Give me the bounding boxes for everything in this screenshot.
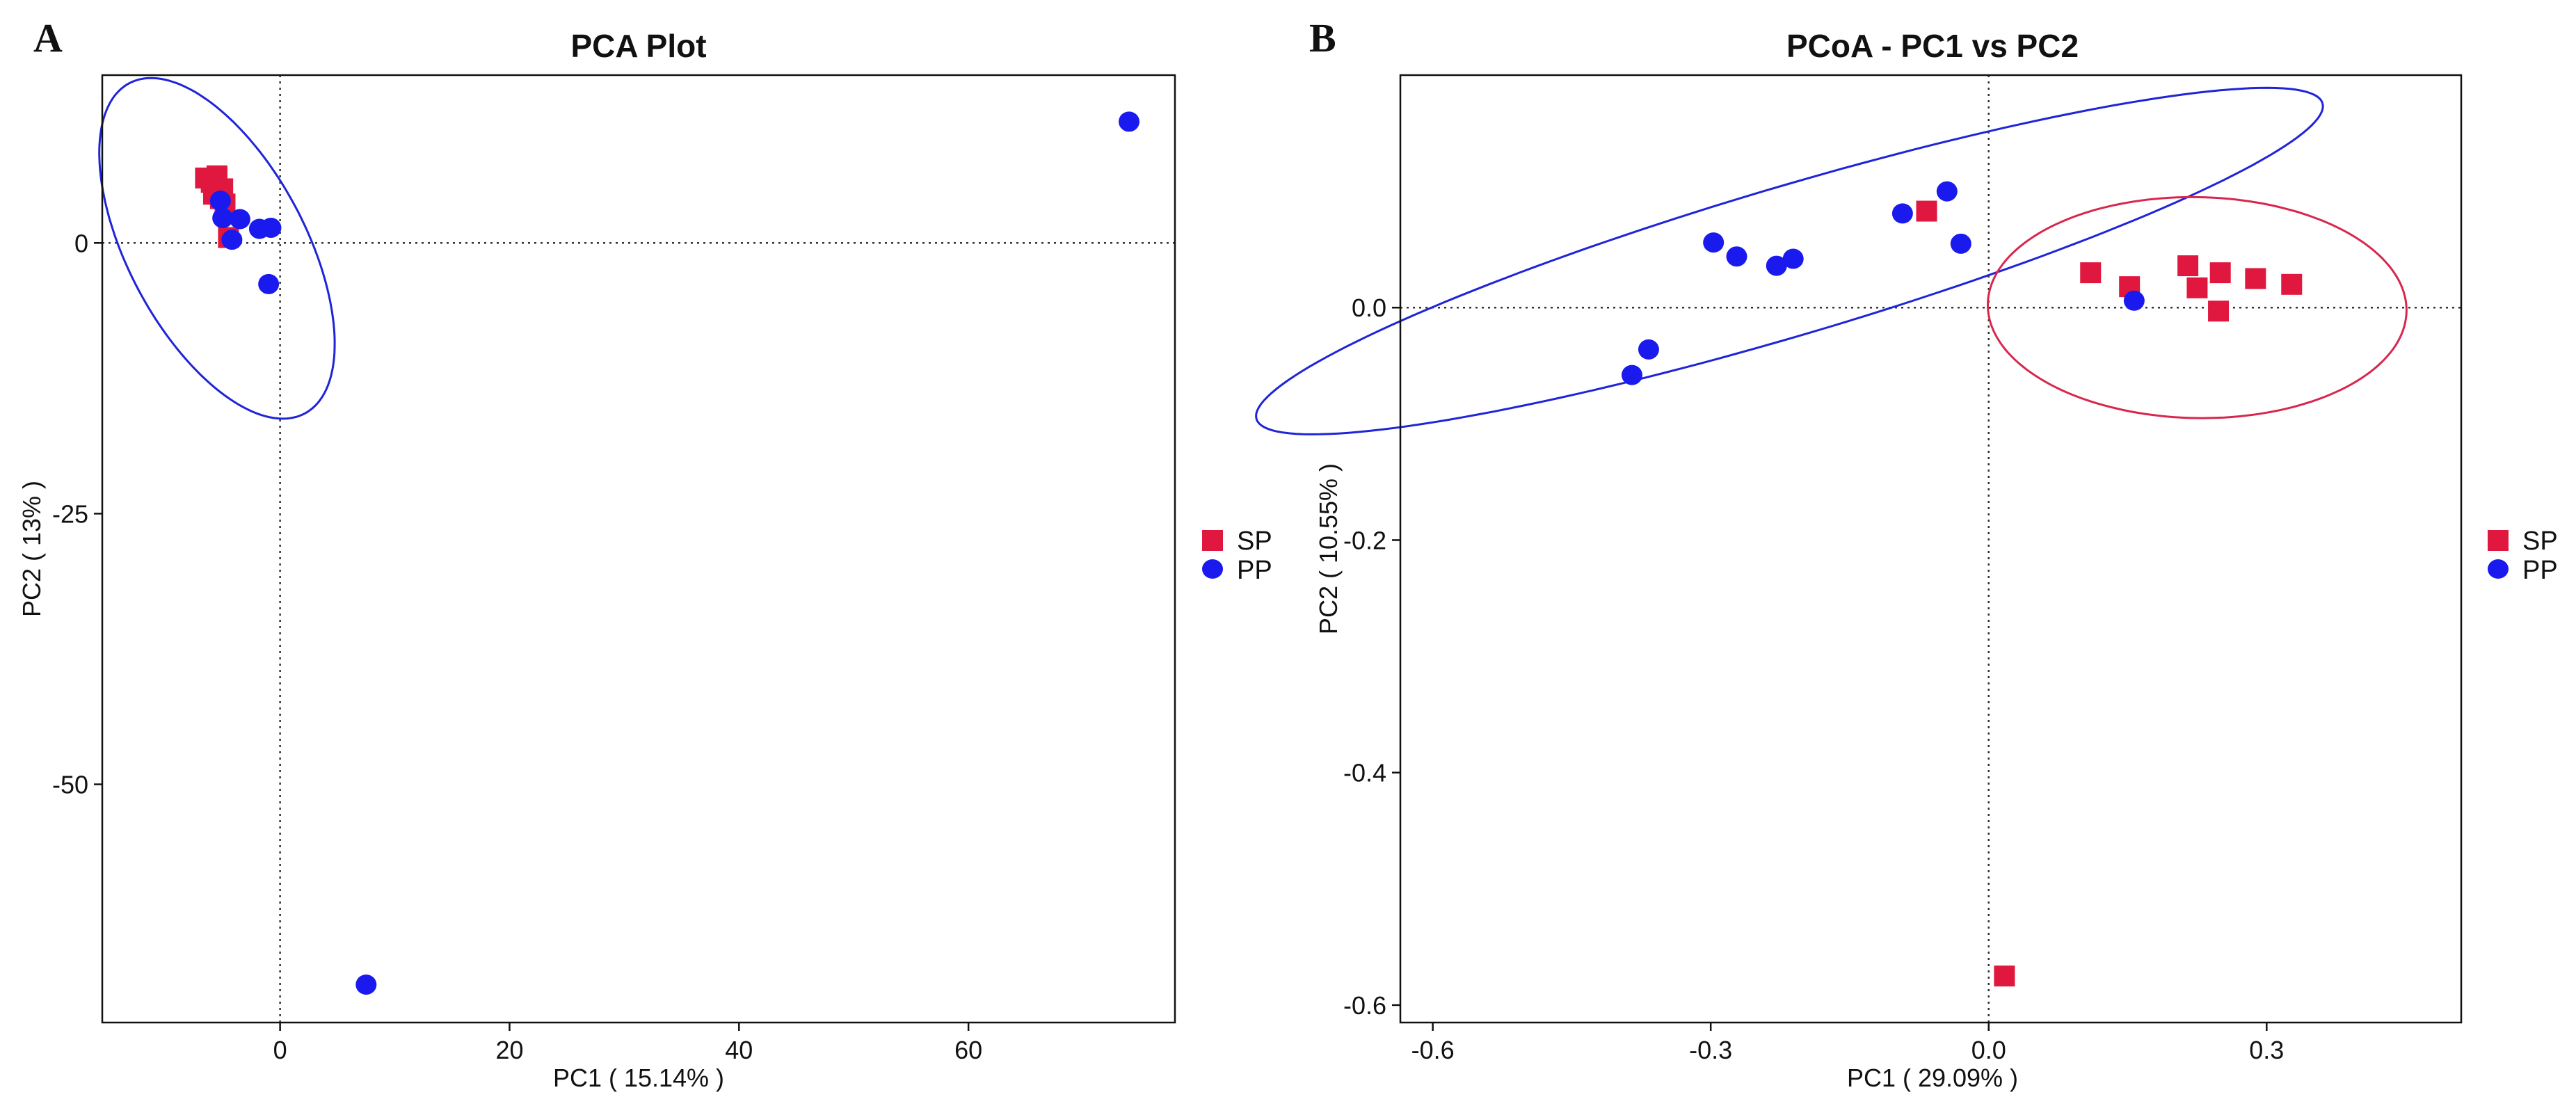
- panel-a-reference-lines: [102, 75, 1175, 1023]
- panel-a-point-pp: [209, 191, 231, 211]
- panel-a-legend: SP PP: [1202, 527, 1272, 585]
- panel-a-plot-frame: [101, 74, 1176, 1024]
- panel-a-ellipse-pp: [98, 77, 336, 420]
- panel-b-x-tick-label: -0.6: [1411, 1036, 1455, 1064]
- panel-b-legend-pp-key: [2488, 559, 2509, 579]
- panel-a-point-pp: [260, 217, 282, 238]
- panel-b-letter: B: [1309, 15, 1336, 61]
- panel-b-point-pp: [1950, 233, 1971, 254]
- panel-b-x-tick-label: 0.3: [2249, 1036, 2284, 1064]
- panel-a-x-tick-label: 60: [954, 1036, 982, 1064]
- panel-b-point-sp: [2208, 300, 2230, 322]
- panel-a-point-pp: [355, 975, 377, 995]
- panel-b-point-sp: [2209, 262, 2231, 284]
- panel-b-point-pp: [1936, 181, 1958, 202]
- panel-a-x-tick-label: 20: [495, 1036, 523, 1064]
- panel-b-legend: SP PP: [2488, 527, 2558, 585]
- panel-a-legend-pp-label: PP: [1237, 556, 1272, 585]
- panel-b-y-ticks: 0.0 -0.2 -0.4 -0.6: [1343, 294, 1400, 1020]
- panel-b-x-tick-label: -0.3: [1689, 1036, 1732, 1064]
- panel-b-points: [1621, 181, 2303, 987]
- panel-b-y-tick-label: -0.2: [1343, 526, 1386, 554]
- panel-a-legend-sp-key: [1202, 530, 1223, 551]
- panel-b-point-sp: [2080, 262, 2102, 284]
- panel-b-x-ticks: -0.6 -0.3 0.0 0.3: [1411, 1023, 2284, 1064]
- panel-b-point-sp: [2281, 273, 2303, 295]
- panel-a-x-ticks: 0 20 40 60: [273, 1023, 982, 1064]
- panel-a-x-tick-label: 40: [725, 1036, 753, 1064]
- panel-a-point-pp: [221, 230, 243, 250]
- panel-b-point-sp: [2186, 277, 2208, 298]
- panel-a-x-label: PC1 ( 15.14% ): [553, 1064, 724, 1092]
- panel-a-y-tick-label: 0: [74, 229, 88, 257]
- panel-a: A PCA Plot 0 20 40 60 0 -25 -50 PC1 ( 15.14% …: [17, 15, 1272, 1092]
- panel-b-legend-pp-label: PP: [2522, 556, 2558, 585]
- panel-b-point-pp: [2123, 290, 2145, 311]
- panel-a-point-pp: [212, 207, 234, 228]
- panel-b-point-pp: [1766, 255, 1787, 276]
- panel-a-y-tick-label: -50: [52, 771, 88, 799]
- panel-a-point-pp: [258, 273, 280, 294]
- panel-a-points: [195, 111, 1140, 995]
- panel-a-y-label: PC2 ( 13% ): [17, 481, 46, 617]
- panel-b-point-pp: [1726, 246, 1747, 267]
- panel-b-y-tick-label: -0.4: [1343, 759, 1386, 787]
- panel-b-point-pp: [1782, 248, 1804, 269]
- panel-a-legend-pp-key: [1202, 559, 1223, 579]
- panel-b-point-sp: [1994, 965, 2015, 987]
- panel-b-y-tick-label: 0.0: [1352, 294, 1386, 322]
- panel-a-point-pp: [1119, 111, 1140, 132]
- panel-b-legend-sp-label: SP: [2522, 527, 2558, 556]
- panel-b-point-pp: [1621, 364, 1642, 385]
- panel-b-reference-lines: [1400, 75, 2461, 1023]
- panel-b-point-sp: [2177, 255, 2199, 277]
- panel-a-letter: A: [33, 15, 63, 61]
- panel-b-y-tick-label: -0.6: [1343, 991, 1386, 1020]
- panel-a-legend-sp-label: SP: [1237, 527, 1272, 556]
- panel-a-point-pp: [229, 209, 250, 230]
- panel-a-title: PCA Plot: [570, 28, 706, 64]
- panel-a-y-ticks: 0 -25 -50: [52, 229, 102, 799]
- panel-b-plot-frame: [1399, 74, 2463, 1024]
- panel-b-ellipse-pp: [1255, 86, 2324, 435]
- panel-b-point-pp: [1638, 339, 1659, 360]
- panel-b-point-pp: [1703, 232, 1725, 253]
- panel-b-title: PCoA - PC1 vs PC2: [1786, 28, 2079, 64]
- panel-b-ellipses: [1255, 86, 2408, 435]
- panel-b-ellipse-sp: [1987, 195, 2408, 419]
- panel-b-point-sp: [2245, 268, 2266, 289]
- panel-b-y-label: PC2 ( 10.55% ): [1314, 463, 1343, 634]
- panel-a-x-tick-label: 0: [273, 1036, 287, 1064]
- panel-a-y-tick-label: -25: [52, 499, 88, 528]
- panel-b-legend-sp-key: [2488, 530, 2509, 551]
- panel-b: B PCoA - PC1 vs PC2 -0.6 -0.3 0.0 0.3 0.0-0…: [1255, 15, 2558, 1092]
- panel-b-point-sp: [1916, 200, 1937, 222]
- panel-b-x-label: PC1 ( 29.09% ): [1847, 1064, 2018, 1092]
- panel-a-ellipses: [98, 77, 336, 420]
- panel-b-x-tick-label: 0.0: [1971, 1036, 2006, 1064]
- panel-b-point-pp: [1891, 203, 1913, 224]
